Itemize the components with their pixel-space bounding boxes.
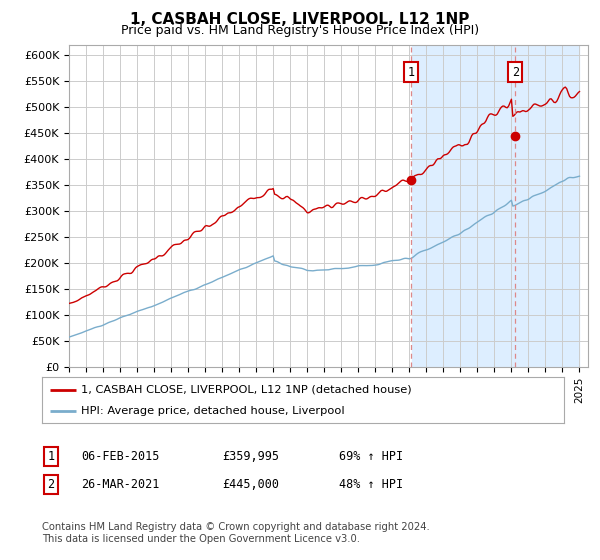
Text: Contains HM Land Registry data © Crown copyright and database right 2024.
This d: Contains HM Land Registry data © Crown c… — [42, 522, 430, 544]
Text: 1, CASBAH CLOSE, LIVERPOOL, L12 1NP (detached house): 1, CASBAH CLOSE, LIVERPOOL, L12 1NP (det… — [81, 385, 412, 395]
Text: 2: 2 — [47, 478, 55, 491]
Text: 1: 1 — [407, 66, 415, 78]
Text: HPI: Average price, detached house, Liverpool: HPI: Average price, detached house, Live… — [81, 406, 345, 416]
Text: £359,995: £359,995 — [222, 450, 279, 463]
Text: 1: 1 — [47, 450, 55, 463]
Text: Price paid vs. HM Land Registry's House Price Index (HPI): Price paid vs. HM Land Registry's House … — [121, 24, 479, 36]
Text: 48% ↑ HPI: 48% ↑ HPI — [339, 478, 403, 491]
Text: £445,000: £445,000 — [222, 478, 279, 491]
Text: 06-FEB-2015: 06-FEB-2015 — [81, 450, 160, 463]
Text: 26-MAR-2021: 26-MAR-2021 — [81, 478, 160, 491]
Text: 1, CASBAH CLOSE, LIVERPOOL, L12 1NP: 1, CASBAH CLOSE, LIVERPOOL, L12 1NP — [130, 12, 470, 27]
Text: 2: 2 — [512, 66, 519, 78]
Text: 69% ↑ HPI: 69% ↑ HPI — [339, 450, 403, 463]
